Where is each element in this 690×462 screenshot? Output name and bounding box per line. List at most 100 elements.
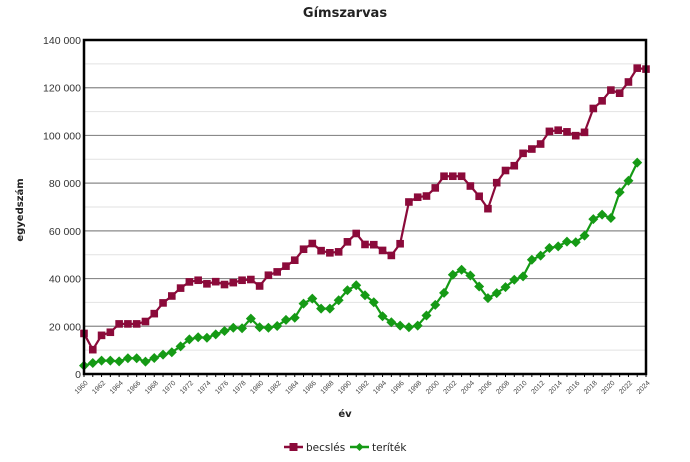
diamond-marker-icon <box>324 303 335 314</box>
legend-label-becsles: becslés <box>306 442 345 454</box>
x-tick-label: 1994 <box>372 380 388 396</box>
y-tick-label: 0 <box>75 369 81 381</box>
x-tick-label: 1984 <box>284 380 300 396</box>
square-marker-icon <box>405 198 413 206</box>
x-tick-label: 2010 <box>513 380 529 396</box>
x-tick-label: 1992 <box>355 380 371 396</box>
square-marker-icon <box>466 182 475 190</box>
square-marker-icon <box>308 239 317 248</box>
plot-frame <box>82 38 648 376</box>
diamond-marker-icon <box>553 241 564 252</box>
x-tick-label: 1996 <box>390 380 406 396</box>
square-marker-icon <box>229 278 238 287</box>
series-line <box>83 162 639 367</box>
square-marker-icon <box>282 262 290 270</box>
diamond-marker-icon <box>412 320 423 331</box>
square-marker-icon <box>396 239 404 248</box>
square-marker-icon <box>185 278 194 286</box>
x-tick-label: 1960 <box>74 380 90 396</box>
x-tick-label: 2012 <box>530 380 546 396</box>
y-tick-label: 100 000 <box>43 130 81 142</box>
square-marker-icon <box>326 249 334 257</box>
diamond-marker-icon <box>333 295 344 306</box>
diamond-marker-icon <box>166 347 177 358</box>
diamond-marker-icon <box>184 334 195 345</box>
diamond-marker-icon <box>140 356 151 367</box>
diamond-marker-icon <box>395 320 406 331</box>
diamond-marker-icon <box>597 209 608 220</box>
square-marker-icon <box>194 276 202 285</box>
diamond-marker-icon <box>474 281 485 292</box>
x-tick-label: 2016 <box>565 380 581 396</box>
diamond-marker-icon <box>96 355 107 366</box>
y-tick-label: 40 000 <box>49 274 81 286</box>
diamond-marker-icon <box>368 297 379 308</box>
x-tick-label: 2024 <box>636 380 652 396</box>
x-tick-label: 1982 <box>267 380 283 396</box>
diamond-marker-icon <box>421 310 432 321</box>
square-marker-icon <box>273 268 281 276</box>
legend-label-teritek: teríték <box>372 442 407 454</box>
diamond-marker-icon <box>289 312 300 323</box>
diamond-marker-icon <box>228 322 239 333</box>
diamond-marker-icon <box>456 264 467 275</box>
square-marker-icon <box>387 251 396 260</box>
square-marker-icon <box>563 128 571 136</box>
diamond-marker-icon <box>122 353 133 364</box>
square-marker-icon <box>264 271 273 280</box>
diamond-marker-icon <box>465 270 476 281</box>
diamond-marker-icon <box>500 282 511 293</box>
y-tick-label: 120 000 <box>43 83 81 95</box>
diamond-marker-icon <box>491 288 502 299</box>
diamond-marker-icon <box>210 329 221 340</box>
square-marker-icon <box>457 172 466 181</box>
square-marker-icon <box>238 276 246 285</box>
diamond-marker-icon <box>131 353 142 364</box>
square-marker-icon <box>378 246 387 255</box>
diamond-marker-icon <box>201 332 212 343</box>
diamond-marker-icon <box>605 212 616 223</box>
diamond-marker-icon <box>632 157 643 168</box>
diamond-marker-icon <box>158 349 169 360</box>
diamond-marker-icon <box>316 303 327 314</box>
diamond-marker-icon <box>544 243 555 254</box>
square-marker-icon <box>554 126 562 134</box>
diamond-marker-icon <box>298 298 309 309</box>
square-marker-icon <box>536 140 545 148</box>
square-marker-icon <box>510 161 519 170</box>
diamond-marker-icon <box>105 355 116 366</box>
square-marker-icon <box>580 128 589 137</box>
x-tick-label: 1990 <box>337 380 353 396</box>
square-marker-icon <box>598 97 606 105</box>
square-marker-icon <box>289 443 298 451</box>
square-marker-icon <box>545 127 554 136</box>
square-marker-icon <box>124 320 132 328</box>
x-tick-label: 2000 <box>425 380 441 396</box>
diamond-marker-icon <box>175 341 186 352</box>
diamond-marker-icon <box>114 356 125 367</box>
diamond-marker-icon <box>219 326 230 337</box>
diamond-marker-icon <box>386 317 397 328</box>
square-marker-icon <box>369 240 378 249</box>
square-marker-icon <box>492 178 501 187</box>
diamond-marker-icon <box>237 323 248 334</box>
square-marker-icon <box>607 86 615 94</box>
diamond-marker-icon <box>518 271 529 282</box>
diamond-marker-icon <box>193 332 204 343</box>
x-axis-ticks: 1960 1962 1964 1966 1968 1970 1972 1974 1976 1978… <box>74 374 652 396</box>
square-marker-icon <box>519 149 527 158</box>
diamond-marker-icon <box>272 321 283 332</box>
square-marker-icon <box>422 192 431 200</box>
square-marker-icon <box>475 192 483 201</box>
diamond-marker-icon <box>263 322 274 333</box>
square-marker-icon <box>440 172 448 181</box>
x-tick-label: 1998 <box>407 380 423 396</box>
y-tick-label: 140 000 <box>43 35 81 47</box>
diamond-marker-icon <box>482 293 493 304</box>
square-marker-icon <box>88 345 97 354</box>
square-marker-icon <box>290 256 299 265</box>
diamond-marker-icon <box>526 254 537 265</box>
y-axis-label: egyedszám <box>14 178 26 241</box>
square-marker-icon <box>247 275 255 284</box>
